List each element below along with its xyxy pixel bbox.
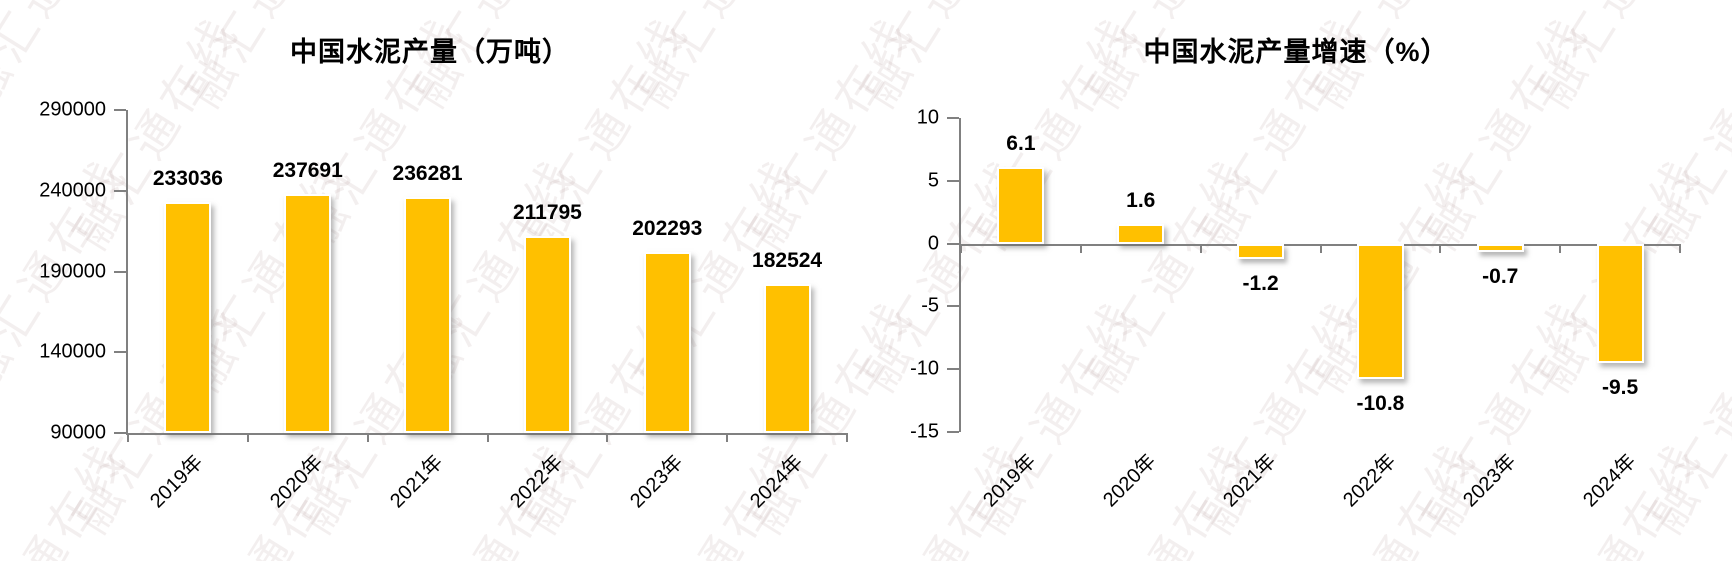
- x-tick-mark: [1439, 243, 1442, 253]
- y-tick-mark: [947, 305, 959, 308]
- x-tick-mark: [1079, 243, 1082, 253]
- bar: [643, 251, 691, 433]
- bar-value-label: 211795: [512, 201, 582, 225]
- y-tick-mark: [947, 117, 959, 119]
- bar-value-label: 202293: [632, 216, 703, 240]
- bar: [1237, 243, 1285, 259]
- x-axis-label-text: 2021年: [386, 451, 448, 513]
- bar-value-label: -0.7: [1482, 265, 1519, 289]
- y-tick-label: -15: [910, 420, 939, 443]
- y-tick-mark: [947, 242, 959, 245]
- bar-value-label: 233036: [152, 166, 223, 190]
- y-tick-mark: [947, 431, 959, 433]
- x-tick-mark: [726, 433, 729, 442]
- bar: [763, 283, 811, 433]
- bar: [284, 194, 332, 433]
- x-tick-mark: [486, 433, 489, 442]
- bar-value-label: 182524: [752, 248, 823, 272]
- bar: [1117, 223, 1165, 244]
- y-tick-label: 240000: [39, 179, 106, 202]
- x-tick-mark: [960, 243, 962, 253]
- x-axis-label-text: 2019年: [979, 450, 1041, 512]
- y-axis-line: [126, 110, 128, 433]
- bar-value-label: 1.6: [1126, 188, 1156, 212]
- x-axis-label-text: 2020年: [1099, 450, 1161, 512]
- y-axis-line: [959, 118, 961, 432]
- bar: [523, 236, 571, 433]
- chart-title: 中国水泥产量（万吨）: [290, 37, 570, 67]
- y-tick-mark: [114, 351, 126, 354]
- y-tick-mark: [947, 368, 959, 371]
- y-tick-label: 10: [916, 106, 939, 129]
- x-axis-label-text: 2023年: [625, 451, 688, 513]
- x-axis-label-text: 2021年: [1219, 450, 1281, 512]
- y-tick-mark: [114, 109, 126, 111]
- bar: [1356, 243, 1404, 380]
- x-tick-mark: [1199, 243, 1202, 253]
- y-tick-label: -5: [921, 294, 939, 317]
- y-tick-label: 0: [927, 232, 939, 255]
- x-tick-mark: [127, 433, 129, 442]
- bar: [164, 201, 212, 433]
- x-tick-mark: [246, 433, 249, 442]
- x-tick-mark: [606, 433, 609, 442]
- x-axis-label-text: 2019年: [146, 451, 208, 513]
- y-tick-label: 5: [927, 169, 939, 192]
- x-axis-label-text: 2024年: [1578, 450, 1640, 512]
- x-tick-mark: [1319, 243, 1322, 253]
- x-axis-label-text: 2020年: [266, 451, 328, 513]
- x-tick-mark: [1679, 243, 1681, 253]
- bar-value-label: 236281: [392, 161, 463, 185]
- y-tick-label: 290000: [39, 98, 106, 121]
- bar-value-label: 237691: [272, 159, 343, 183]
- chart-title: 中国水泥产量增速（%）: [1143, 37, 1449, 67]
- plot-area: 290000 240000 190000 140000 90000 233036 2019年…: [39, 99, 848, 512]
- bar-value-label: 6.1: [1006, 131, 1036, 155]
- y-tick-label: 90000: [50, 421, 106, 444]
- y-tick-mark: [114, 270, 126, 273]
- y-tick-label: 140000: [39, 340, 106, 363]
- bar-value-label: -1.2: [1242, 271, 1279, 295]
- x-axis-label-text: 2022年: [1339, 450, 1401, 512]
- y-tick-mark: [947, 179, 959, 182]
- bar-value-label: -10.8: [1356, 392, 1405, 416]
- y-tick-label: -10: [910, 357, 939, 380]
- chart-cement-growth: 中国水泥产量增速（%） 10 5 0 -5 -10 -15 6.1 2019年 1.6 2020年…: [860, 0, 1732, 561]
- bar: [1596, 243, 1644, 363]
- x-axis-label-text: 2024年: [745, 451, 807, 513]
- x-axis-label-text: 2022年: [506, 451, 568, 513]
- plot-area: 10 5 0 -5 -10 -15 6.1 2019年 1.6 2020年 -1.2 2021年 -10…: [910, 107, 1681, 511]
- bar: [1476, 243, 1524, 253]
- y-tick-mark: [114, 189, 126, 192]
- chart-cement-output: 中国水泥产量（万吨） 290000 240000 190000 140000 90000…: [0, 0, 860, 561]
- bar-value-label: -9.5: [1601, 375, 1639, 399]
- x-tick-mark: [846, 433, 848, 442]
- y-tick-mark: [114, 432, 126, 434]
- bar: [404, 196, 452, 433]
- x-axis-label-text: 2023年: [1458, 450, 1521, 512]
- x-tick-mark: [366, 433, 369, 442]
- x-tick-mark: [1559, 243, 1562, 253]
- y-tick-label: 190000: [39, 260, 106, 282]
- bar: [997, 166, 1045, 244]
